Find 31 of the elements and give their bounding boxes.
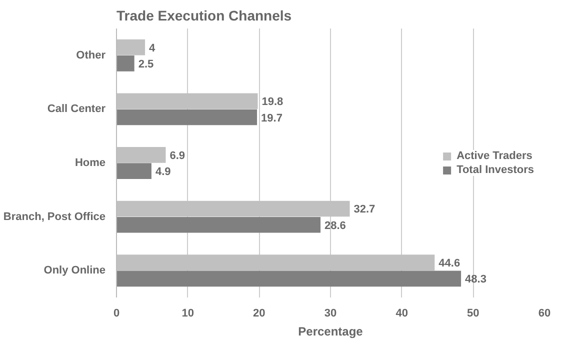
x-tick-label: 60 bbox=[538, 308, 551, 320]
x-axis-title: Percentage bbox=[298, 324, 364, 338]
chart-title: Trade Execution Channels bbox=[116, 8, 292, 24]
y-tick-label: Home bbox=[74, 157, 106, 169]
bar bbox=[116, 270, 462, 287]
data-label: 6.9 bbox=[170, 150, 186, 162]
y-tick-label: Call Center bbox=[47, 103, 106, 116]
data-label: 48.3 bbox=[465, 274, 486, 286]
data-label: 19.7 bbox=[261, 112, 282, 124]
legend-label: Active Traders bbox=[456, 150, 532, 162]
x-tick-label: 20 bbox=[253, 308, 266, 320]
y-tick-label: Other bbox=[76, 49, 106, 62]
x-tick-label: 0 bbox=[113, 308, 120, 320]
x-tick-label: 50 bbox=[467, 308, 480, 320]
data-label: 4 bbox=[149, 42, 156, 54]
x-tick-label: 40 bbox=[396, 308, 408, 320]
data-label: 28.6 bbox=[324, 220, 346, 232]
data-label: 4.9 bbox=[155, 166, 171, 178]
bar bbox=[116, 163, 152, 179]
bar bbox=[116, 216, 321, 233]
x-tick-label: 30 bbox=[324, 308, 337, 320]
data-label: 32.7 bbox=[354, 204, 376, 216]
y-tick-label: Branch, Post Office bbox=[3, 210, 106, 223]
bar bbox=[116, 56, 134, 72]
x-tick-label: 10 bbox=[182, 308, 194, 320]
data-label: 19.8 bbox=[262, 96, 284, 108]
data-label: 44.6 bbox=[438, 258, 460, 270]
y-tick-label: Only Online bbox=[44, 264, 106, 277]
legend-label: Total Investors bbox=[456, 164, 534, 176]
data-label: 2.5 bbox=[138, 58, 154, 70]
bar bbox=[116, 109, 258, 126]
